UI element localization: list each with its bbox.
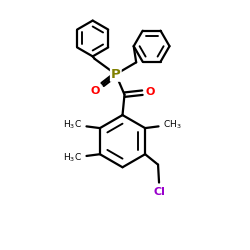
Text: O: O bbox=[90, 86, 100, 97]
Text: H$_3$C: H$_3$C bbox=[63, 152, 82, 164]
Text: O: O bbox=[146, 87, 155, 97]
Text: P: P bbox=[111, 68, 121, 81]
Text: Cl: Cl bbox=[153, 187, 165, 197]
Text: CH$_3$: CH$_3$ bbox=[163, 118, 182, 131]
Text: H$_3$C: H$_3$C bbox=[63, 118, 82, 131]
